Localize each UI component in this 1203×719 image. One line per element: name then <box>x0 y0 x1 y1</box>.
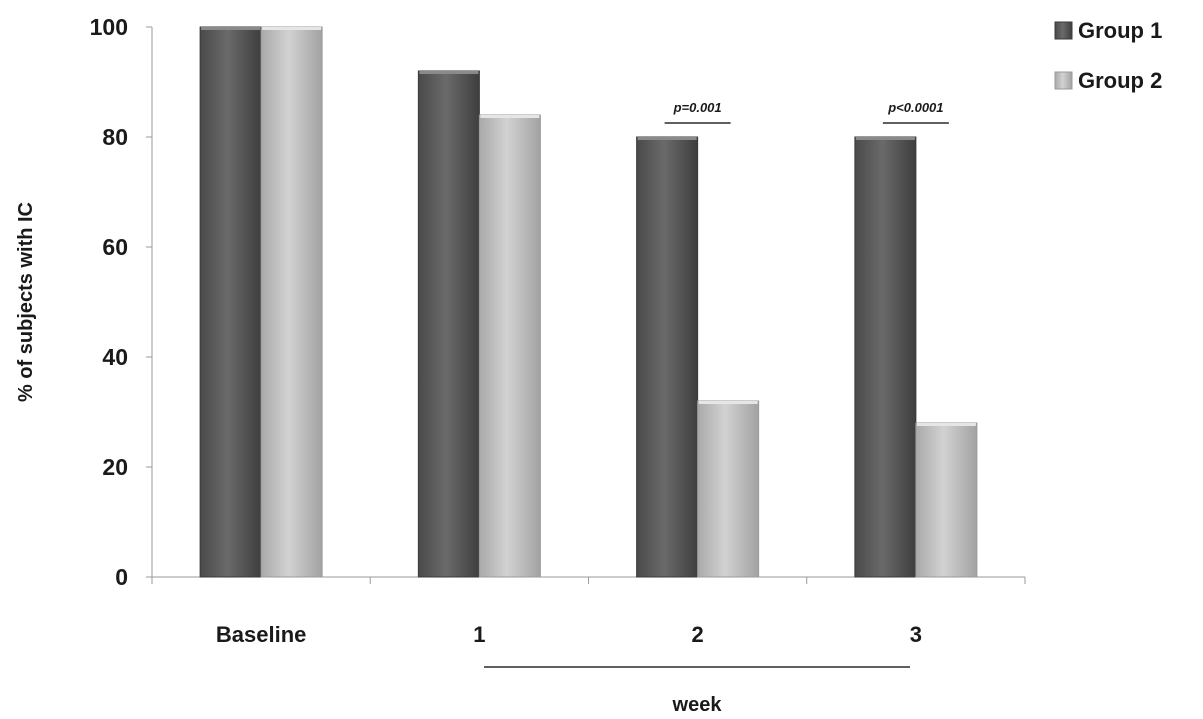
bar-group-1 <box>417 70 480 578</box>
legend-swatch <box>1054 71 1073 90</box>
bar-group-1 <box>854 136 917 578</box>
significance-label: p<0.0001 <box>887 100 943 115</box>
x-tick-label: 1 <box>473 622 485 647</box>
bar-group-2 <box>915 422 978 578</box>
significance-label: p=0.001 <box>673 100 722 115</box>
bar-top-highlight <box>201 27 261 30</box>
legend-label: Group 2 <box>1078 68 1162 93</box>
bar-top-highlight <box>262 27 322 30</box>
y-tick-label: 100 <box>90 14 128 40</box>
bar-top-highlight <box>698 401 758 404</box>
legend-label: Group 1 <box>1078 18 1162 43</box>
bar-top-highlight <box>480 115 540 118</box>
y-tick-label: 40 <box>102 344 128 370</box>
bar-top-highlight <box>419 71 479 74</box>
y-tick-label: 20 <box>102 454 128 480</box>
y-tick-label: 80 <box>102 124 128 150</box>
y-axis-title: % of subjects with IC <box>15 202 37 402</box>
legend: Group 1 Group 2 <box>1054 18 1162 93</box>
bar-group-1 <box>199 26 262 578</box>
bar-group-2 <box>697 400 760 578</box>
x-tick-label: 2 <box>692 622 704 647</box>
x-tick-label: Baseline <box>216 622 307 647</box>
x-axis-title: week <box>672 694 723 716</box>
bar-group-1 <box>636 136 699 578</box>
bar-top-highlight <box>855 137 915 140</box>
bar-group-2 <box>478 114 541 578</box>
plot-area: 0 20 40 60 80 100 Baseline 1 2 3 p=0.001 p<0.0001 <box>90 14 1026 647</box>
bar-top-highlight <box>637 137 697 140</box>
y-tick-label: 0 <box>115 564 128 590</box>
legend-swatch <box>1054 21 1073 40</box>
bar-group-2 <box>260 26 323 578</box>
x-tick-label: 3 <box>910 622 922 647</box>
bar-top-highlight <box>916 423 976 426</box>
y-tick-label: 60 <box>102 234 128 260</box>
